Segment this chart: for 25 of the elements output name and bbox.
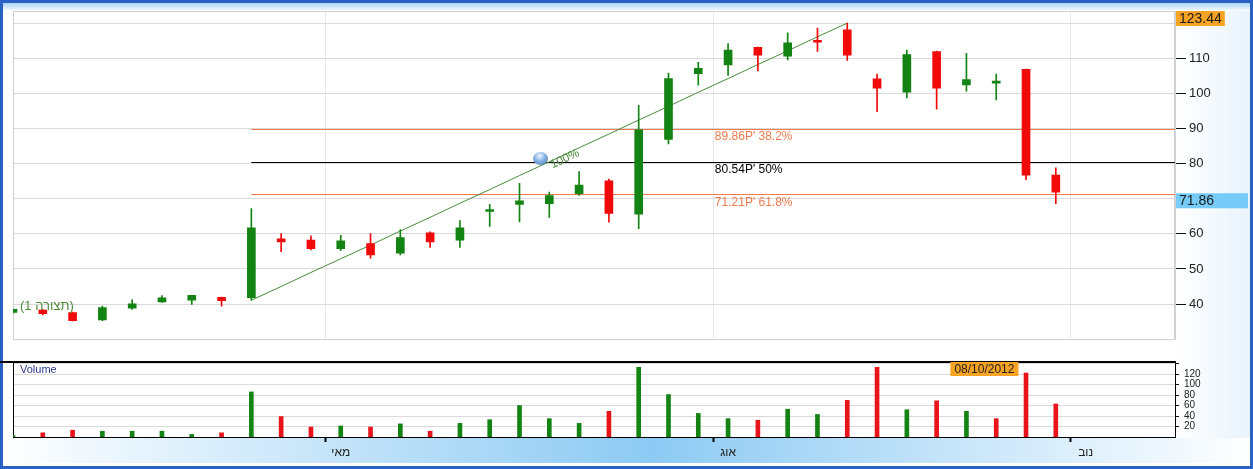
text: 123.44 [1179, 9, 1223, 26]
y-tick-label: 100 [1189, 84, 1211, 100]
annotation: 100% [547, 145, 582, 172]
chart-title: Volume [20, 363, 57, 376]
ref-line-label: 71.21P' 61.8% [714, 194, 793, 209]
y-tick-label: 40 [1189, 295, 1204, 311]
y-tick-label: 80 [1189, 155, 1204, 171]
y-tick-label: 120 [1184, 367, 1202, 379]
y-tick-label: 20 [1184, 420, 1196, 432]
x-tick-label: אוג [720, 444, 737, 459]
y-tick-label: 100 [1184, 378, 1202, 390]
y-tick-label: 60 [1189, 225, 1204, 241]
text: 71.86 [1179, 192, 1215, 209]
y-tick-label: 80 [1184, 388, 1196, 400]
ref-line-label: 89.86P' 38.2% [714, 129, 793, 144]
y-tick-label: 40 [1184, 409, 1196, 421]
y-tick-label: 50 [1189, 260, 1204, 276]
ref-line-label: 80.54P' 50% [714, 162, 783, 176]
y-tick-label: 60 [1184, 399, 1196, 411]
y-tick-label: 110 [1189, 49, 1210, 65]
y-tick-label: 90 [1189, 120, 1204, 136]
annotation: 08/10/2012 [954, 361, 1015, 376]
annotation: (תצורה 1) [19, 297, 74, 313]
x-tick-label: נוב [1078, 444, 1094, 459]
x-tick-label: מאי [331, 444, 351, 459]
